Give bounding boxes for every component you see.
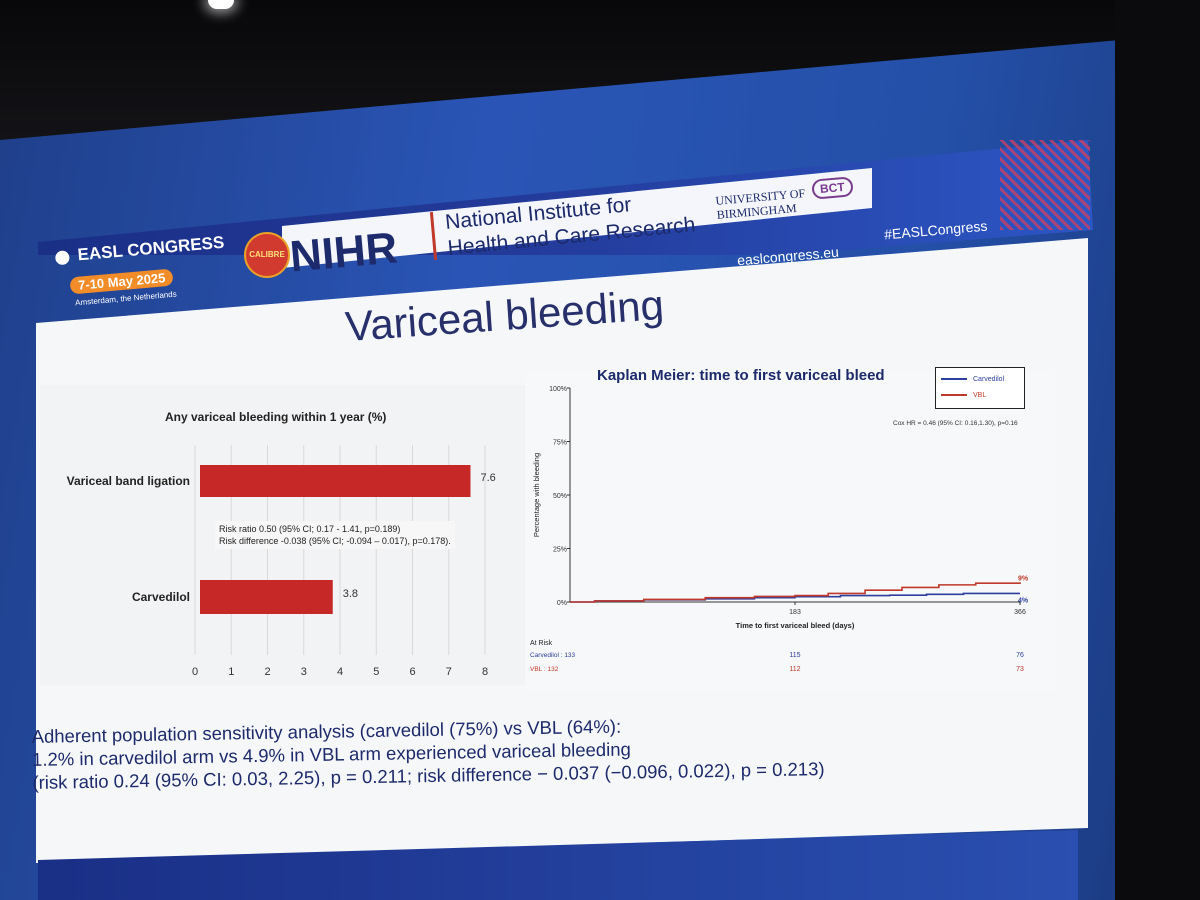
km-chart: 0% 25% 50% 75% 100% 183 366 Time to first varic… xyxy=(530,386,1029,673)
y-tick-label: 50% xyxy=(553,493,567,500)
y-tick-label: 0% xyxy=(557,600,567,607)
bar-chart-title: Any variceal bleeding within 1 year (%) xyxy=(165,410,387,424)
x-tick-label: 0 xyxy=(192,666,198,678)
km-chart-panel: Kaplan Meier: time to first variceal ble… xyxy=(525,367,1055,690)
legend-item-vbl: VBL xyxy=(941,392,986,399)
y-tick-label: 75% xyxy=(553,440,567,447)
sensitivity-analysis-text: Adherent population sensitivity analysis… xyxy=(31,711,824,794)
easl-dates: 7-10 May 2025 xyxy=(77,270,166,293)
screen-frame-edge xyxy=(1115,0,1200,900)
y-axis-label: Percentage with bleeding xyxy=(532,453,541,537)
bar-chart: 0 1 2 3 4 5 6 7 8 Variceal band ligation 7.6 Carved… xyxy=(67,445,496,678)
y-tick-label: 100% xyxy=(549,386,567,393)
nihr-logo: NIHR xyxy=(288,223,400,282)
category-label: Carvedilol xyxy=(132,590,190,604)
calibre-logo-text: CALIBRE xyxy=(249,250,285,259)
at-risk-count: 115 xyxy=(789,652,800,659)
legend-label-vbl: VBL xyxy=(973,392,987,399)
legend-swatch-vbl xyxy=(941,394,967,397)
at-risk-row-label: VBL : 132 xyxy=(530,666,559,673)
legend-label-carvedilol: Carvedilol xyxy=(973,376,1005,383)
x-tick-label: 366 xyxy=(1014,609,1026,616)
x-tick-label: 5 xyxy=(373,666,379,678)
risk-difference-text: Risk difference -0.038 (95% CI; -0.094 –… xyxy=(219,536,451,546)
bct-logo-text: BCT xyxy=(819,179,846,197)
bar xyxy=(200,465,471,497)
x-tick-label: 4 xyxy=(337,666,343,678)
km-curve-vbl xyxy=(570,582,1021,603)
category-label: Variceal band ligation xyxy=(67,474,190,488)
km-chart-title: Kaplan Meier: time to first variceal ble… xyxy=(597,367,885,384)
at-risk-row-label: Carvedilol : 133 xyxy=(530,652,576,659)
km-legend: Carvedilol VBL xyxy=(935,367,1025,409)
calibre-logo: CALIBRE xyxy=(244,232,290,278)
bar xyxy=(200,580,333,614)
at-risk-count: 112 xyxy=(789,666,800,673)
x-tick-label: 6 xyxy=(409,666,415,678)
km-end-label: 4% xyxy=(1018,597,1029,604)
x-tick-label: 2 xyxy=(264,666,270,678)
x-tick-label: 183 xyxy=(789,609,801,616)
risk-ratio-text: Risk ratio 0.50 (95% CI; 0.17 - 1.41, p=… xyxy=(219,524,401,534)
x-tick-label: 1 xyxy=(228,666,234,678)
bar-value-label: 3.8 xyxy=(343,588,358,600)
x-tick-label: 8 xyxy=(482,666,488,678)
bar-chart-panel: Any variceal bleeding within 1 year (%) … xyxy=(40,385,530,685)
x-tick-label: 3 xyxy=(301,666,307,678)
ceiling-light xyxy=(208,0,234,9)
at-risk-label: At Risk xyxy=(530,640,553,647)
at-risk-count: 73 xyxy=(1016,666,1024,673)
easl-logo-icon xyxy=(54,249,70,266)
bar-annotation: Risk ratio 0.50 (95% CI; 0.17 - 1.41, p=… xyxy=(215,521,455,549)
legend-item-carvedilol: Carvedilol xyxy=(941,376,1004,383)
hr-annotation: Cox HR = 0.46 (95% CI: 0.16,1.30), p=0.1… xyxy=(893,420,1018,427)
at-risk-count: 76 xyxy=(1016,652,1024,659)
decorative-hatch-pattern xyxy=(1000,140,1090,230)
bar-value-label: 7.6 xyxy=(481,472,496,484)
km-end-label: 9% xyxy=(1018,575,1029,582)
x-axis-label: Time to first variceal bleed (days) xyxy=(736,621,855,630)
y-tick-label: 25% xyxy=(553,547,567,554)
x-tick-label: 7 xyxy=(446,666,452,678)
legend-swatch-carvedilol xyxy=(941,378,967,381)
